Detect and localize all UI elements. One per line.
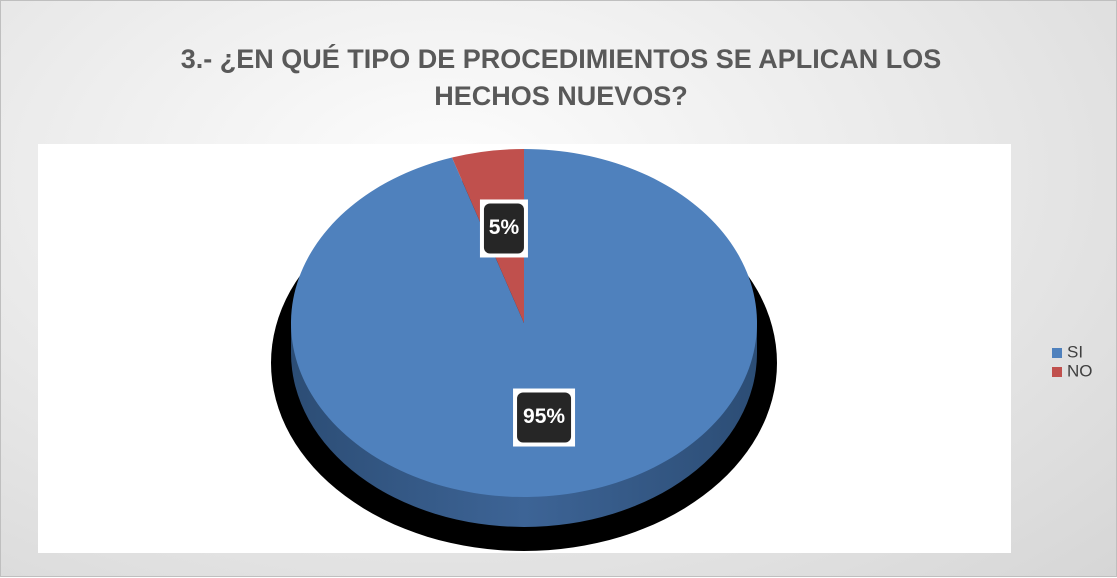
data-label: 95% xyxy=(523,405,565,428)
chart-title: 3.- ¿EN QUÉ TIPO DE PROCEDIMIENTOS SE AP… xyxy=(180,44,942,111)
data-label-box xyxy=(517,392,572,443)
legend-label: SI xyxy=(1067,342,1083,361)
legend-swatch xyxy=(1052,367,1062,377)
data-label: 5% xyxy=(489,216,520,239)
legend-label: NO xyxy=(1067,361,1093,380)
legend-swatch xyxy=(1052,348,1062,358)
data-label-box xyxy=(483,203,524,254)
